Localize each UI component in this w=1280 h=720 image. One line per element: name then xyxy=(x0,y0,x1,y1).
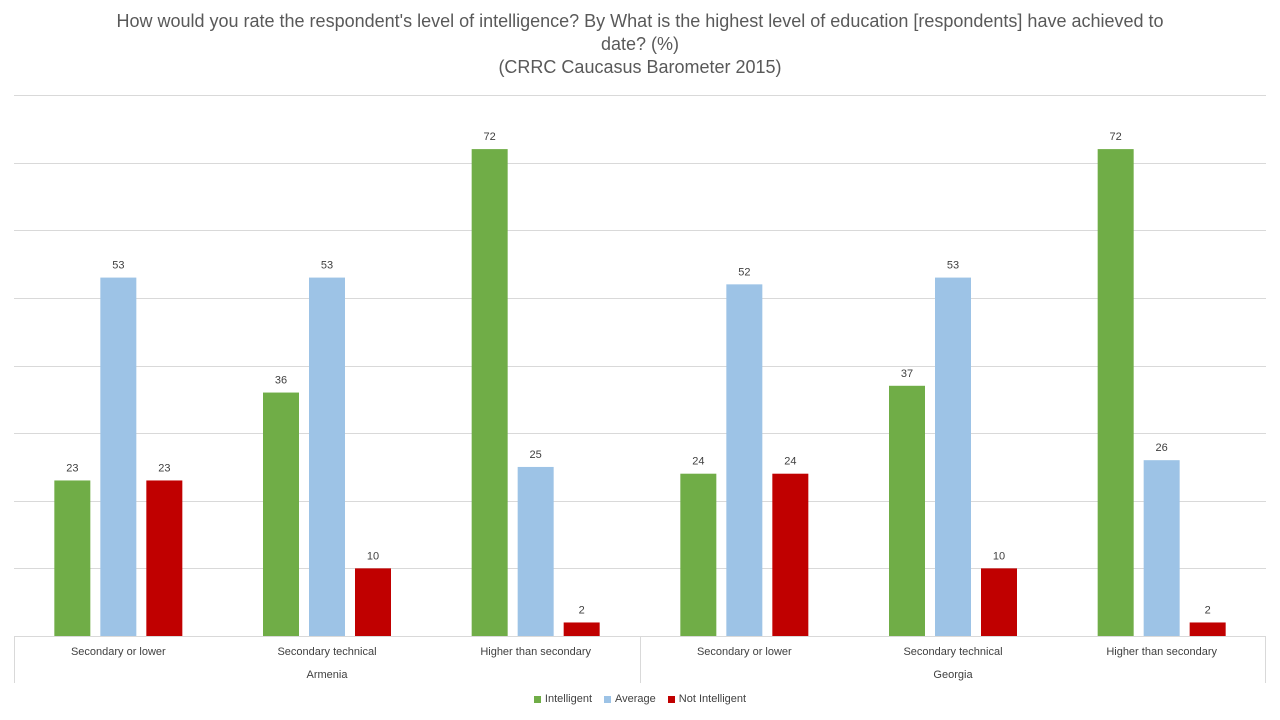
data-label: 23 xyxy=(158,462,170,474)
bar xyxy=(309,277,345,636)
legend-item: Intelligent xyxy=(533,693,593,705)
chart-title-line-3: (CRRC Caucasus Barometer 2015) xyxy=(498,57,782,77)
data-label: 53 xyxy=(947,260,959,272)
legend-label: Intelligent xyxy=(544,693,593,705)
bar xyxy=(726,284,763,636)
data-label: 23 xyxy=(66,462,78,474)
x-tick-label: Secondary or lower xyxy=(697,646,792,658)
data-label: 36 xyxy=(275,375,287,387)
x-tick-label: Secondary or lower xyxy=(71,646,166,658)
data-label: 72 xyxy=(1110,131,1122,143)
legend-swatch xyxy=(533,695,541,703)
x-tick-label: Secondary technical xyxy=(903,646,1002,658)
bar xyxy=(355,568,391,636)
x-tick-label: Higher than secondary xyxy=(1106,646,1217,658)
data-label: 24 xyxy=(784,456,796,468)
x-tick-label: Higher than secondary xyxy=(480,646,591,658)
data-label: 37 xyxy=(901,368,913,380)
data-label: 24 xyxy=(692,456,704,468)
bar xyxy=(889,385,925,636)
bar xyxy=(1143,460,1180,636)
x-tick-label: Secondary technical xyxy=(277,646,376,658)
chart-title-line-2: date? (%) xyxy=(600,34,680,54)
data-label: 10 xyxy=(993,550,1005,562)
legend-label: Not Intelligent xyxy=(678,693,747,705)
data-label: 10 xyxy=(367,550,379,562)
bar xyxy=(100,277,137,636)
bar xyxy=(54,480,91,636)
data-label: 2 xyxy=(1205,604,1211,616)
data-label: 53 xyxy=(321,260,333,272)
legend-item: Not Intelligent xyxy=(667,693,747,705)
x-group-label: Georgia xyxy=(933,669,973,681)
bar xyxy=(563,622,600,636)
chart-title-line-1: How would you rate the respondent's leve… xyxy=(116,11,1164,31)
bar xyxy=(146,480,183,636)
data-label: 25 xyxy=(530,449,542,461)
data-label: 72 xyxy=(484,131,496,143)
bar xyxy=(1189,622,1226,636)
chart-legend: Intelligent Average Not Intelligent xyxy=(0,693,1280,705)
bar xyxy=(471,149,508,636)
bar xyxy=(680,473,717,636)
legend-swatch xyxy=(667,695,675,703)
bar xyxy=(772,473,809,636)
data-label: 26 xyxy=(1156,442,1168,454)
bar xyxy=(981,568,1017,636)
legend-item: Average xyxy=(604,693,656,705)
bar xyxy=(1097,149,1134,636)
legend-swatch xyxy=(604,695,612,703)
data-label: 52 xyxy=(738,266,750,278)
bar xyxy=(517,466,554,636)
legend-label: Average xyxy=(615,693,656,705)
x-group-label: Armenia xyxy=(307,669,349,681)
data-label: 53 xyxy=(112,260,124,272)
bar xyxy=(263,392,299,636)
chart-title: How would you rate the respondent's leve… xyxy=(0,10,1280,79)
bar xyxy=(935,277,971,636)
data-label: 2 xyxy=(579,604,585,616)
